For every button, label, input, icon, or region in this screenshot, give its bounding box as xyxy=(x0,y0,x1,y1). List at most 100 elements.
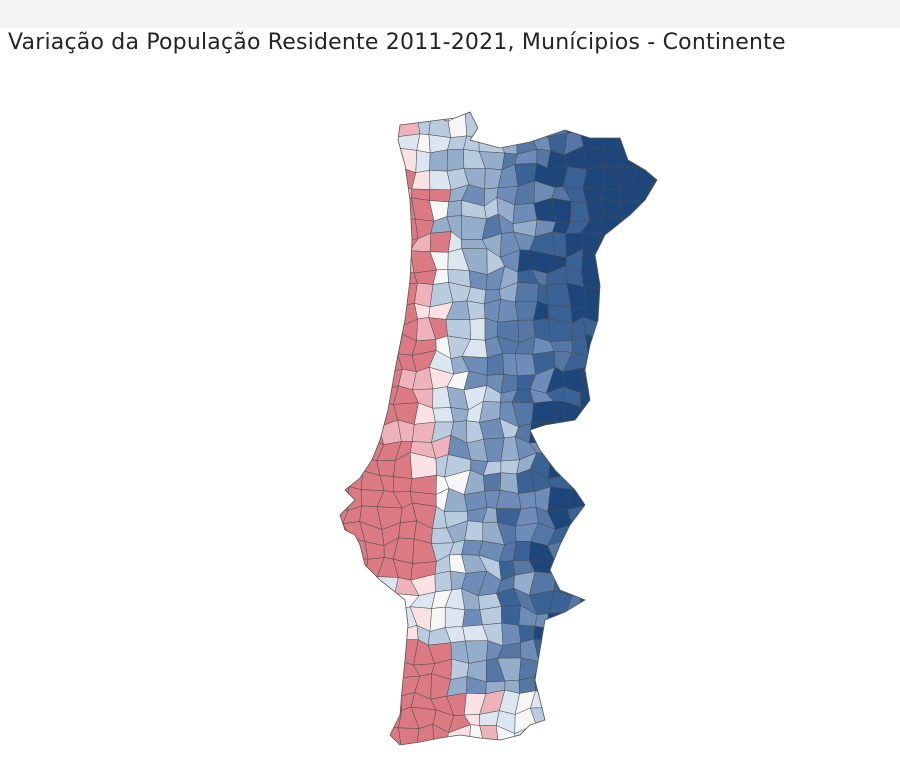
municipality xyxy=(602,453,622,476)
municipality xyxy=(616,663,636,683)
municipality xyxy=(600,624,621,646)
municipality xyxy=(531,113,555,138)
municipality xyxy=(597,763,617,777)
municipality xyxy=(383,315,403,335)
municipality xyxy=(583,145,604,170)
municipality xyxy=(450,407,469,423)
municipality xyxy=(566,112,589,121)
municipality xyxy=(597,658,624,682)
municipality xyxy=(614,762,637,777)
municipality xyxy=(648,506,657,528)
municipality xyxy=(587,707,606,735)
municipality xyxy=(363,386,384,410)
municipality xyxy=(638,281,655,304)
municipality xyxy=(514,113,534,138)
municipality xyxy=(631,128,657,154)
municipality xyxy=(614,281,640,306)
municipality xyxy=(429,189,452,203)
municipality xyxy=(365,112,383,114)
municipality xyxy=(365,112,385,137)
municipality xyxy=(581,487,604,506)
municipality xyxy=(633,539,654,561)
municipality xyxy=(366,762,385,777)
municipality xyxy=(465,640,489,664)
municipality xyxy=(565,675,586,698)
municipality xyxy=(348,198,367,224)
municipality xyxy=(632,606,656,628)
municipality xyxy=(348,150,366,173)
municipality xyxy=(416,112,436,117)
municipality xyxy=(634,646,656,664)
municipality xyxy=(363,231,386,255)
municipality xyxy=(581,695,601,712)
municipality xyxy=(343,436,363,458)
municipality xyxy=(530,758,555,777)
municipality xyxy=(446,759,465,777)
municipality xyxy=(548,691,566,716)
municipality xyxy=(582,525,607,547)
municipality xyxy=(481,758,497,777)
municipality xyxy=(615,403,640,425)
municipality xyxy=(341,406,365,422)
municipality xyxy=(479,606,502,626)
municipality xyxy=(362,711,383,727)
municipality xyxy=(364,353,384,374)
municipality xyxy=(649,743,657,745)
municipality xyxy=(618,644,640,664)
municipality xyxy=(445,741,470,745)
municipality xyxy=(569,639,588,665)
municipality xyxy=(648,520,657,541)
municipality xyxy=(597,231,623,255)
municipality xyxy=(551,675,570,695)
municipality xyxy=(635,762,654,777)
municipality xyxy=(382,135,400,149)
municipality xyxy=(340,707,344,732)
municipality xyxy=(568,758,589,777)
municipality xyxy=(401,748,417,763)
municipality xyxy=(618,623,640,649)
municipality xyxy=(622,523,640,546)
municipality xyxy=(342,183,367,205)
municipality xyxy=(365,724,383,745)
municipalities xyxy=(340,112,657,777)
municipality xyxy=(340,689,345,709)
municipality xyxy=(361,609,387,633)
municipality xyxy=(622,693,641,715)
municipality xyxy=(414,282,434,308)
municipality xyxy=(551,655,570,678)
municipality xyxy=(648,218,657,239)
municipality xyxy=(600,405,623,425)
municipality xyxy=(429,231,452,253)
municipality xyxy=(618,337,641,360)
municipality xyxy=(393,476,413,493)
municipality xyxy=(564,723,590,745)
municipality xyxy=(364,332,386,356)
municipality xyxy=(613,743,636,745)
municipality xyxy=(580,406,602,425)
municipality xyxy=(501,622,521,647)
municipality xyxy=(361,680,385,698)
municipality xyxy=(340,437,352,459)
municipality xyxy=(379,629,404,649)
municipality xyxy=(360,269,384,292)
municipality xyxy=(547,747,569,766)
municipality xyxy=(342,385,365,410)
municipality xyxy=(359,401,384,428)
municipality xyxy=(597,487,619,512)
municipality xyxy=(651,676,657,699)
municipality xyxy=(632,693,653,717)
municipality xyxy=(633,371,650,393)
municipality xyxy=(384,179,401,206)
municipality xyxy=(464,751,486,768)
municipality xyxy=(630,318,657,343)
municipality xyxy=(584,762,600,777)
municipality xyxy=(546,730,570,745)
municipality xyxy=(581,604,605,626)
municipality xyxy=(633,578,655,598)
municipality xyxy=(378,269,402,292)
municipality xyxy=(564,691,588,716)
municipality xyxy=(464,520,484,542)
municipality xyxy=(598,587,621,615)
municipality xyxy=(346,571,367,598)
municipality xyxy=(635,237,654,255)
